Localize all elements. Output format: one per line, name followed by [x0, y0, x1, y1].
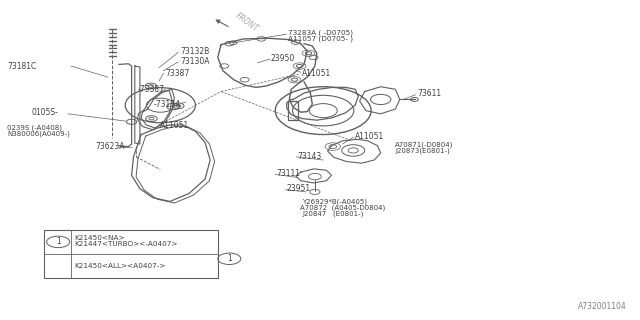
Text: 23950: 23950	[270, 53, 294, 62]
Text: 0105S-: 0105S-	[31, 108, 58, 117]
Text: J20847   (E0801-): J20847 (E0801-)	[302, 210, 364, 217]
Text: A11051: A11051	[161, 121, 189, 130]
Text: A70872  (A0405-D0804): A70872 (A0405-D0804)	[300, 204, 385, 211]
Text: 1: 1	[56, 237, 61, 246]
Text: K21450<NA>: K21450<NA>	[74, 235, 125, 241]
Text: 73181C: 73181C	[7, 61, 36, 70]
Text: K21447<TURBO><-A0407>: K21447<TURBO><-A0407>	[74, 241, 178, 247]
Text: 73111: 73111	[276, 169, 301, 178]
Text: A11051: A11051	[302, 69, 332, 78]
Text: 23951: 23951	[287, 184, 311, 193]
Text: 73623A: 73623A	[95, 142, 125, 151]
Text: A70871(-D0804): A70871(-D0804)	[396, 141, 454, 148]
Text: 0239S (-A0408): 0239S (-A0408)	[7, 125, 62, 132]
Text: -73134: -73134	[154, 100, 181, 109]
Text: 73387: 73387	[166, 69, 189, 78]
Text: N380006(A0409-): N380006(A0409-)	[7, 131, 70, 137]
Text: -73387: -73387	[138, 85, 165, 94]
Text: 73611: 73611	[417, 89, 441, 98]
Text: FRONT: FRONT	[234, 11, 260, 34]
Text: A11057 (D0705- ): A11057 (D0705- )	[288, 35, 353, 42]
Text: J20873(E0801-): J20873(E0801-)	[396, 147, 450, 154]
Text: Y26929*B(-A0405): Y26929*B(-A0405)	[302, 199, 367, 205]
Bar	[44, 230, 218, 278]
Text: 73143: 73143	[298, 152, 322, 161]
Text: A732001104: A732001104	[578, 302, 627, 311]
Text: 1: 1	[227, 254, 232, 263]
Text: 73283A ( -D0705): 73283A ( -D0705)	[288, 29, 353, 36]
Text: 73132B: 73132B	[180, 46, 210, 56]
Text: A11051: A11051	[355, 132, 385, 140]
Text: 73130A: 73130A	[180, 57, 211, 66]
Text: K21450<ALL><A0407->: K21450<ALL><A0407->	[74, 263, 166, 269]
